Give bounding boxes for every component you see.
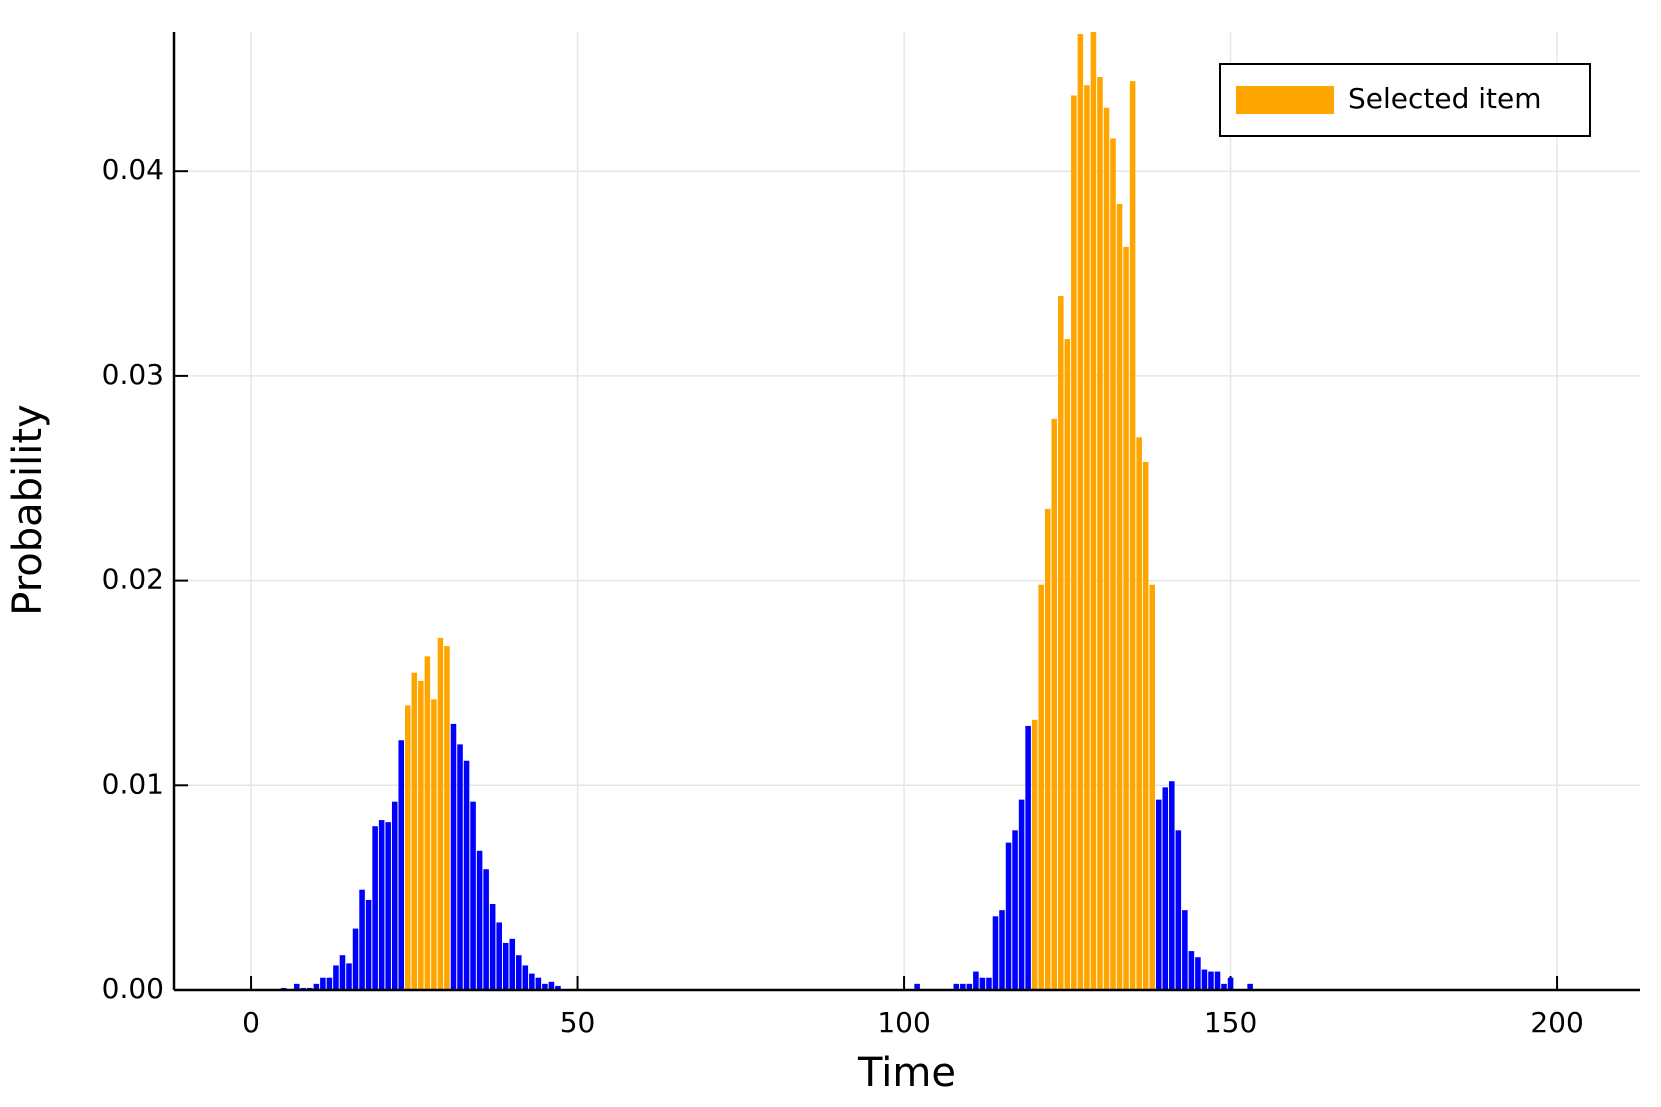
x-tick-label: 0 [242,1006,260,1039]
bar [391,801,398,990]
bar [960,983,966,990]
bar [398,740,405,990]
bar [489,904,496,990]
bar [966,983,973,990]
bar [437,637,444,990]
bar [1110,138,1116,990]
bar [992,916,999,990]
bar [1116,203,1123,990]
x-tick-label: 50 [560,1006,596,1039]
bar [1025,725,1031,990]
bar [555,985,561,990]
bar [1169,781,1175,990]
bar [359,889,365,990]
bar [352,928,359,990]
bar [1208,971,1214,990]
legend-label: Selected item [1348,82,1542,115]
y-tick-label: 0.04 [102,153,164,186]
bar [320,977,326,990]
bar [1201,969,1208,990]
bar [1038,584,1044,990]
bar [372,826,378,990]
bar [1044,508,1051,990]
x-axis-label: Time [857,1050,956,1096]
bar [953,983,960,990]
bar [1084,85,1090,990]
bar [535,977,542,990]
bar [1188,951,1195,990]
x-tick-label: 100 [877,1006,930,1039]
bar [411,672,418,990]
bar [1077,34,1084,991]
y-tick-label: 0.03 [102,358,164,391]
bar [1012,830,1018,990]
bar [476,850,483,990]
bar [1018,799,1025,990]
bar [496,922,502,990]
y-tick-label: 0.02 [102,563,164,596]
bar [483,869,489,990]
bar [405,705,411,990]
bar [1155,799,1162,990]
bar [457,744,463,990]
bar [444,646,450,990]
bar [1071,95,1077,990]
bar [293,983,300,990]
bar [378,820,385,990]
bar [529,973,535,990]
bar [1149,584,1155,990]
y-tick-label: 0.00 [102,972,164,1005]
bar [470,801,476,990]
bar [1129,81,1136,991]
x-tick-label: 200 [1530,1006,1583,1039]
bar [431,699,437,990]
bar [333,965,339,990]
bar [1175,830,1182,990]
bar [1214,971,1221,990]
bar [1031,719,1038,990]
bar [1051,418,1058,990]
bar [914,983,920,990]
bar [326,977,333,990]
bar [999,910,1005,990]
bar [385,822,391,990]
bar [1103,107,1110,990]
bar [418,680,424,990]
y-tick-label: 0.01 [102,767,164,800]
bar [1182,910,1188,990]
bar [424,656,431,990]
bar [979,977,986,990]
bar [1195,957,1201,990]
legend-swatch [1236,86,1334,114]
x-tick-label: 150 [1204,1006,1257,1039]
y-axis-label: Probability [5,404,51,615]
bar [1247,983,1253,990]
bar [516,955,522,990]
bar [986,977,992,990]
bar [548,981,555,990]
bar [522,965,529,990]
bar [339,955,346,990]
bar [1227,977,1234,990]
bar [1142,461,1149,990]
bar [346,963,352,990]
bar [509,938,516,990]
bar [1097,77,1103,991]
bar [1162,787,1169,990]
bar [502,942,509,990]
bar [1064,339,1071,990]
bar [542,983,548,990]
bar [313,983,320,990]
bar [365,899,372,990]
bar [1123,246,1129,990]
bar [1136,437,1142,990]
bar [1090,32,1097,990]
bar [1221,983,1227,990]
bar [450,723,457,990]
bar [463,760,470,990]
bar [1058,296,1064,991]
bar [973,971,979,990]
bar [1005,842,1012,990]
